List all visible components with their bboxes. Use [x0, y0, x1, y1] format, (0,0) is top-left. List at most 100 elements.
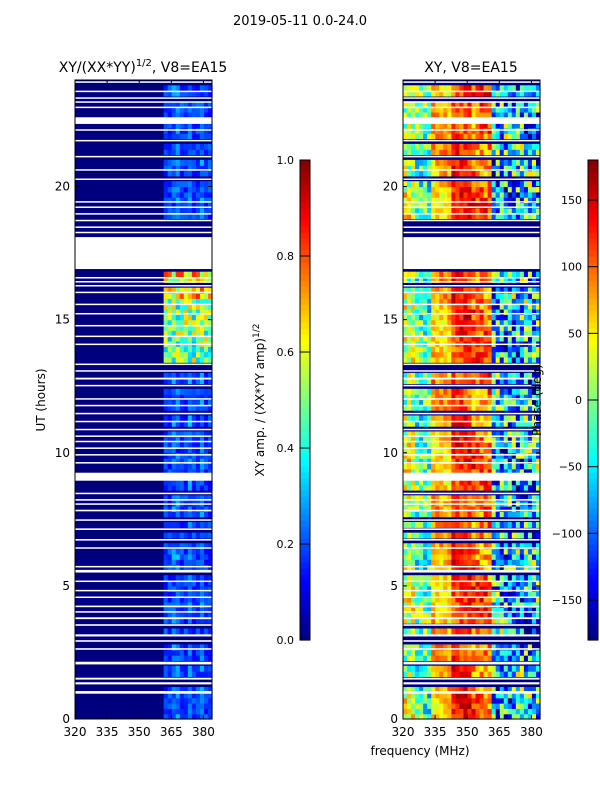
heatmap-cell	[403, 186, 408, 193]
heatmap-cell	[163, 548, 169, 555]
heatmap-cell	[531, 591, 537, 598]
heatmap-cell	[423, 564, 428, 571]
heatmap-cell	[447, 399, 452, 406]
heatmap-cell	[183, 388, 189, 395]
heatmap-cell	[511, 319, 517, 326]
heatmap-cell	[495, 697, 501, 704]
heatmap-cell	[451, 649, 456, 656]
heatmap-cell	[411, 420, 416, 427]
heatmap-cell	[167, 617, 173, 624]
heatmap-cell	[199, 111, 205, 118]
heatmap-cell	[175, 165, 181, 172]
heatmap-cell	[487, 596, 493, 603]
heatmap-cell	[495, 394, 501, 401]
heatmap-cell	[431, 601, 436, 608]
heatmap-cell	[439, 415, 444, 422]
heatmap-cell	[479, 575, 485, 582]
heatmap-cell	[507, 511, 513, 518]
heatmap-cell	[503, 708, 509, 715]
heatmap-cell	[527, 330, 533, 337]
heatmap-cell	[435, 271, 440, 278]
heatmap-cell	[435, 202, 440, 209]
heatmap-cell	[491, 484, 497, 491]
heatmap-cell	[451, 372, 456, 379]
heatmap-cell	[187, 575, 193, 582]
heatmap-cell	[183, 655, 189, 662]
heatmap-cell	[495, 495, 501, 502]
heatmap-cell	[467, 458, 473, 464]
heatmap-cell	[491, 580, 497, 587]
heatmap-cell	[487, 479, 493, 486]
heatmap-cell	[475, 143, 481, 150]
heatmap-cell	[435, 181, 440, 188]
heatmap-cell	[531, 463, 537, 470]
data-gap-band	[75, 81, 212, 83]
heatmap-cell	[527, 191, 533, 198]
heatmap-cell	[515, 90, 521, 97]
heatmap-cell	[187, 319, 193, 326]
heatmap-cell	[483, 601, 489, 608]
data-gap-band	[75, 363, 212, 366]
data-gap-band	[403, 226, 540, 228]
heatmap-cell	[491, 607, 497, 614]
heatmap-cell	[487, 548, 493, 555]
heatmap-cell	[487, 420, 493, 427]
heatmap-cell	[419, 506, 424, 512]
heatmap-cell	[171, 575, 177, 582]
heatmap-cell	[459, 575, 465, 582]
heatmap-cell	[415, 197, 420, 204]
heatmap-cell	[191, 665, 197, 672]
heatmap-cell	[403, 271, 408, 278]
heatmap-cell	[179, 330, 185, 337]
heatmap-cell	[511, 687, 517, 693]
heatmap-cell	[199, 388, 205, 395]
heatmap-cell	[415, 298, 420, 305]
heatmap-cell	[179, 170, 185, 177]
heatmap-cell	[487, 511, 493, 518]
heatmap-cell	[495, 601, 501, 608]
heatmap-cell	[175, 143, 181, 150]
heatmap-cell	[163, 580, 169, 587]
heatmap-cell	[487, 133, 493, 140]
heatmap-cell	[411, 506, 416, 512]
heatmap-cell	[195, 521, 201, 528]
heatmap-cell	[175, 197, 181, 204]
heatmap-cell	[207, 484, 213, 491]
heatmap-cell	[531, 149, 537, 156]
heatmap-cell	[531, 452, 537, 459]
heatmap-cell	[171, 372, 177, 379]
heatmap-cell	[479, 580, 485, 587]
heatmap-cell	[459, 697, 465, 704]
heatmap-cell	[527, 655, 533, 662]
heatmap-cell	[203, 207, 209, 214]
heatmap-cell	[403, 452, 408, 459]
heatmap-cell	[427, 394, 432, 401]
heatmap-cell	[419, 644, 424, 651]
heatmap-cell	[491, 394, 497, 401]
colorbar-segment	[300, 238, 310, 245]
heatmap-cell	[199, 303, 205, 310]
heatmap-cell	[503, 293, 509, 299]
heatmap-cell	[163, 458, 169, 464]
heatmap-cell	[203, 149, 209, 156]
heatmap-cell	[443, 170, 448, 177]
heatmap-cell	[527, 420, 533, 427]
heatmap-cell	[163, 165, 169, 172]
heatmap-cell	[447, 213, 452, 220]
heatmap-cell	[423, 181, 428, 188]
heatmap-cell	[411, 559, 416, 566]
heatmap-cell	[427, 90, 432, 97]
heatmap-cell	[407, 277, 412, 283]
heatmap-cell	[515, 564, 521, 571]
heatmap-cell	[471, 591, 477, 598]
heatmap-cell	[179, 468, 185, 475]
heatmap-cell	[415, 404, 420, 411]
heatmap-cell	[459, 207, 465, 214]
heatmap-cell	[487, 655, 493, 662]
heatmap-cell	[415, 356, 420, 363]
heatmap-cell	[507, 319, 513, 326]
heatmap-cell	[447, 628, 452, 635]
heatmap-cell	[187, 149, 193, 156]
heatmap-cell	[423, 511, 428, 518]
heatmap-cell	[483, 431, 489, 438]
